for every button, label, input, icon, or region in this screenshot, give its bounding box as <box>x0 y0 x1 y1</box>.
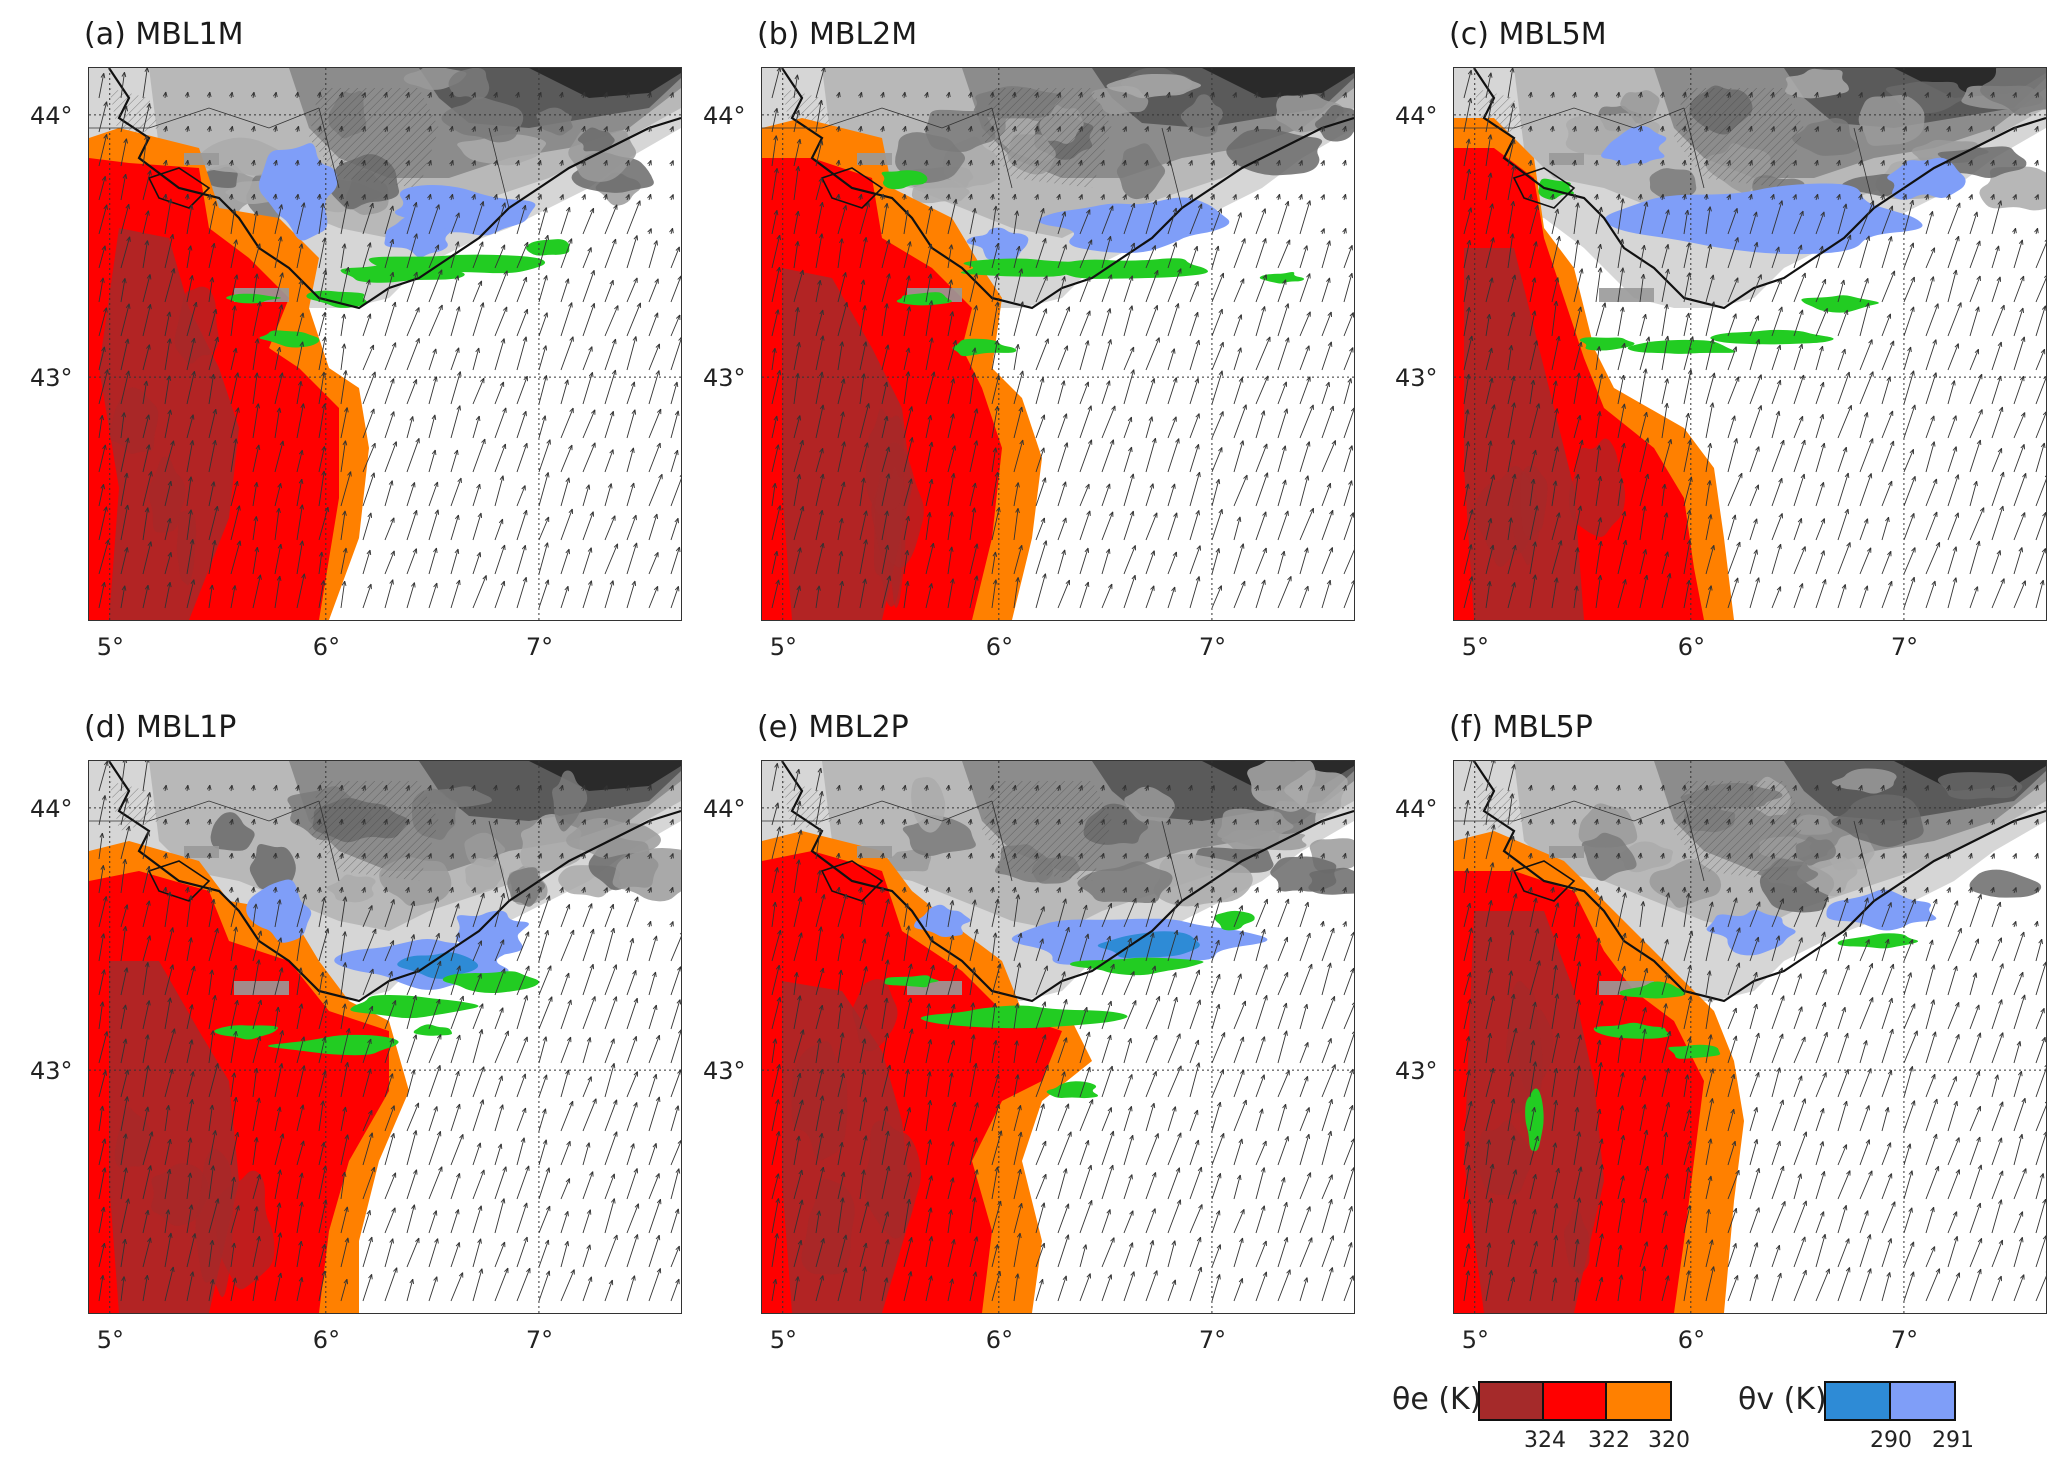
lat-label: 44° <box>1395 794 1438 823</box>
map-plot <box>1454 68 2046 620</box>
theta-e-tick-324: 324 <box>1524 1428 1566 1453</box>
panel-title: (c) MBL5M <box>1449 17 1607 52</box>
lon-label: 7° <box>1198 633 1227 661</box>
map-area <box>1453 760 2047 1314</box>
lat-label: 43° <box>30 364 73 393</box>
lat-label: 44° <box>30 101 73 130</box>
lat-label: 43° <box>30 1057 73 1086</box>
map-area <box>88 67 682 621</box>
lon-label: 5° <box>96 633 124 661</box>
theta-e-swatch-322 <box>1543 1383 1608 1419</box>
lat-label: 44° <box>1395 101 1438 130</box>
theta-v-tick-291: 291 <box>1932 1428 1974 1453</box>
theta-e-swatch-320 <box>1607 1383 1670 1419</box>
legend-theta-v-label: θv (K) <box>1738 1382 1827 1417</box>
map-plot <box>762 68 1354 620</box>
lon-label: 7° <box>1198 1326 1227 1354</box>
legend-theta-e-label: θe (K) <box>1392 1382 1482 1417</box>
lat-label: 43° <box>703 1057 746 1086</box>
lon-label: 7° <box>1890 633 1919 661</box>
theta-e-colorbar <box>1478 1381 1672 1421</box>
theta-e-tick-320: 320 <box>1648 1428 1690 1453</box>
theta-e-swatch-324 <box>1480 1383 1544 1419</box>
panel-title: (e) MBL2P <box>757 710 909 745</box>
map-area <box>88 760 682 1314</box>
lat-label: 44° <box>30 794 73 823</box>
theta-v-colorbar <box>1824 1381 1956 1421</box>
lon-label: 5° <box>769 1326 797 1354</box>
lon-label: 5° <box>96 1326 124 1354</box>
panel-title: (b) MBL2M <box>757 17 918 52</box>
lat-label: 43° <box>1395 1057 1438 1086</box>
lon-label: 5° <box>769 633 797 661</box>
lon-label: 6° <box>985 1326 1014 1354</box>
lon-label: 6° <box>1677 1326 1706 1354</box>
lon-label: 7° <box>1890 1326 1919 1354</box>
lon-label: 6° <box>312 633 341 661</box>
lat-label: 43° <box>1395 364 1438 393</box>
lon-label: 6° <box>985 633 1014 661</box>
map-area <box>761 760 1355 1314</box>
lon-label: 5° <box>1461 633 1489 661</box>
theta-v-tick-290: 290 <box>1870 1428 1912 1453</box>
map-area <box>1453 67 2047 621</box>
lon-label: 7° <box>525 633 554 661</box>
panel-title: (a) MBL1M <box>84 17 244 52</box>
theta-v-swatch-290 <box>1826 1383 1891 1419</box>
lat-label: 44° <box>703 101 746 130</box>
lon-label: 5° <box>1461 1326 1489 1354</box>
lon-label: 7° <box>525 1326 554 1354</box>
theta-e-tick-322: 322 <box>1588 1428 1630 1453</box>
lat-label: 44° <box>703 794 746 823</box>
map-plot <box>89 68 681 620</box>
map-plot <box>762 761 1354 1313</box>
map-plot <box>1454 761 2046 1313</box>
map-plot <box>89 761 681 1313</box>
lon-label: 6° <box>1677 633 1706 661</box>
panel-title: (d) MBL1P <box>84 710 237 745</box>
lat-label: 43° <box>703 364 746 393</box>
lon-label: 6° <box>312 1326 341 1354</box>
theta-v-swatch-291 <box>1891 1383 1954 1419</box>
map-area <box>761 67 1355 621</box>
panel-title: (f) MBL5P <box>1449 710 1593 745</box>
